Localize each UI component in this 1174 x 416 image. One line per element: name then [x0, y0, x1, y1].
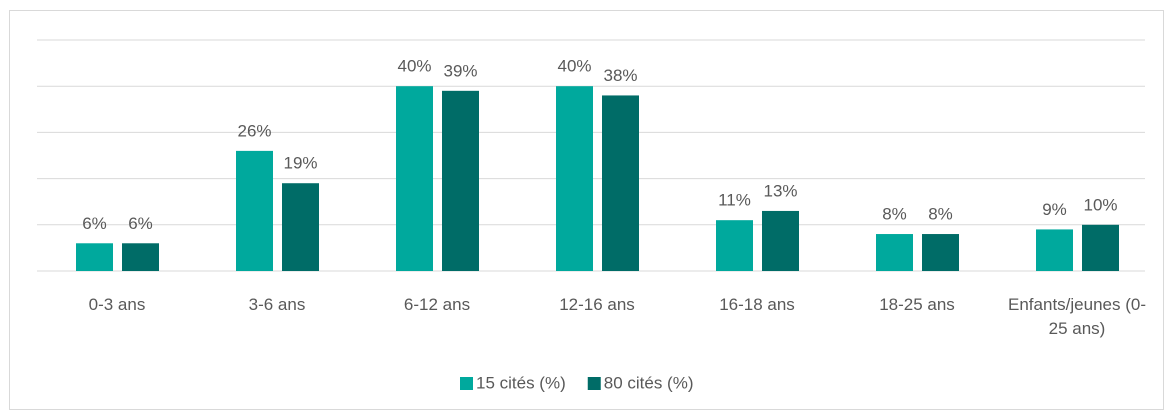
bar — [762, 210, 799, 271]
x-tick-label: Enfants/jeunes (0-25 ans) — [1008, 295, 1146, 338]
data-label: 13% — [763, 181, 797, 200]
bar — [236, 150, 273, 271]
x-tick-label: 18-25 ans — [879, 295, 955, 314]
bar — [602, 95, 639, 271]
data-label: 40% — [557, 57, 591, 76]
bar — [282, 183, 319, 271]
bar — [1082, 224, 1119, 271]
data-label: 39% — [443, 61, 477, 80]
data-label: 9% — [1042, 200, 1067, 219]
legend-swatch — [460, 377, 473, 390]
data-label: 6% — [82, 214, 107, 233]
bar — [442, 90, 479, 271]
legend-swatch — [587, 377, 601, 390]
bar — [1036, 229, 1073, 271]
x-tick-label: 3-6 ans — [248, 295, 306, 314]
bar — [76, 243, 113, 271]
bar — [716, 220, 753, 271]
x-tick-label: 16-18 ans — [719, 295, 795, 314]
x-tick-label: 0-3 ans — [88, 295, 146, 314]
data-label: 8% — [882, 205, 907, 224]
x-tick-label: 6-12 ans — [403, 295, 471, 314]
bar — [922, 234, 959, 271]
data-label: 26% — [237, 121, 271, 140]
bar — [556, 86, 593, 271]
x-tick-label: 12-16 ans — [559, 295, 635, 314]
data-label: 11% — [718, 191, 751, 210]
data-label: 38% — [603, 66, 637, 85]
legend-label: 80 cités (%) — [604, 373, 694, 392]
data-label: 19% — [283, 154, 317, 173]
legend-label: 15 cités (%) — [476, 373, 566, 392]
bar — [396, 86, 433, 271]
data-label: 8% — [928, 205, 953, 224]
data-label: 10% — [1083, 195, 1117, 214]
bar — [876, 234, 913, 271]
bar — [122, 243, 159, 271]
data-label: 6% — [128, 214, 153, 233]
data-label: 40% — [397, 57, 431, 76]
